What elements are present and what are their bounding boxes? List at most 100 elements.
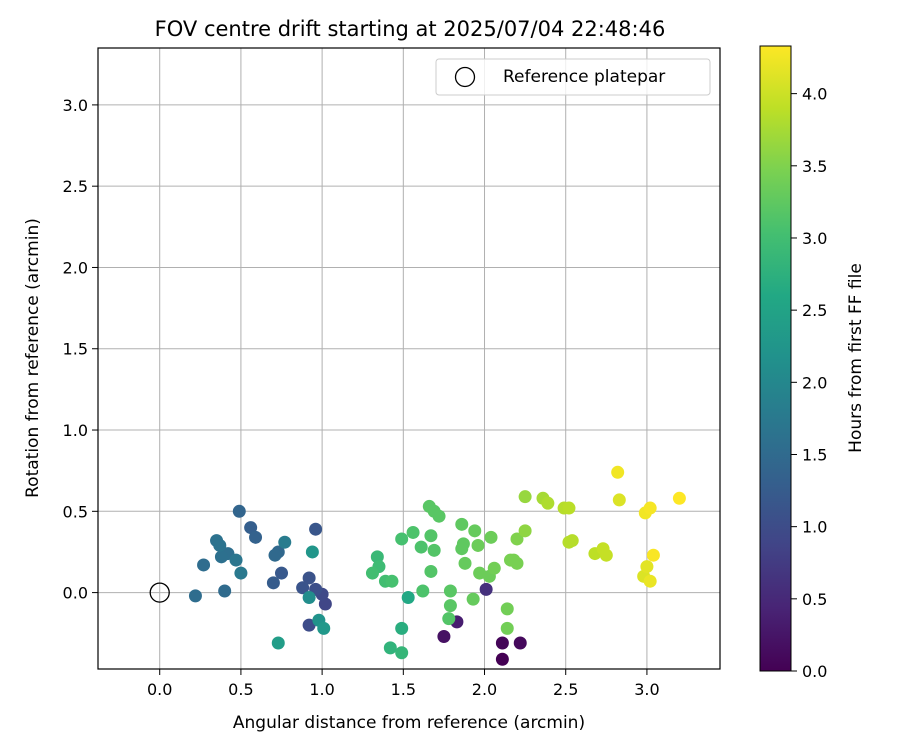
- scatter-point: [565, 534, 579, 548]
- y-axis-ticks: 0.0 0.5 1.0 1.5 2.0 2.5 3.0: [63, 96, 98, 603]
- scatter-point: [318, 597, 332, 611]
- x-tick-label: 0.5: [228, 680, 253, 699]
- scatter-point: [268, 548, 282, 562]
- colorbar-label: Hours from first FF file: [846, 263, 866, 453]
- chart-title: FOV centre drift starting at 2025/07/04 …: [155, 17, 666, 41]
- scatter-point: [599, 548, 613, 562]
- scatter-point: [401, 590, 415, 604]
- colorbar-ticks: 0.0 0.5 1.0 1.5 2.0 2.5 3.0 3.5 4.0: [791, 85, 827, 681]
- scatter-point: [427, 543, 441, 557]
- scatter-point: [487, 561, 501, 575]
- scatter-point: [302, 571, 316, 585]
- scatter-point: [229, 553, 243, 567]
- scatter-point: [518, 524, 532, 538]
- scatter-point: [317, 621, 331, 635]
- scatter-point: [495, 636, 509, 650]
- scatter-point: [249, 530, 263, 544]
- scatter-point: [414, 540, 428, 554]
- scatter-point: [611, 465, 625, 479]
- colorbar-tick-label: 4.0: [802, 85, 827, 104]
- x-tick-label: 2.5: [553, 680, 578, 699]
- scatter-point: [510, 532, 524, 546]
- x-tick-label: 1.0: [309, 680, 334, 699]
- scatter-point: [455, 517, 469, 531]
- scatter-point: [424, 564, 438, 578]
- scatter-point: [416, 584, 430, 598]
- legend-entry-label: Reference platepar: [503, 67, 665, 87]
- plot-frame: [97, 47, 721, 670]
- y-tick-label: 0.5: [63, 502, 88, 521]
- scatter-point: [640, 560, 654, 574]
- colorbar-tick-label: 0.5: [802, 590, 827, 609]
- y-axis-label: Rotation from reference (arcmin): [23, 218, 43, 498]
- scatter-point: [188, 589, 202, 603]
- scatter-point: [424, 529, 438, 543]
- scatter-point: [468, 524, 482, 538]
- scatter-point: [495, 652, 509, 666]
- reference-marker-layer: [149, 582, 170, 603]
- scatter-point: [266, 576, 280, 590]
- scatter-point: [443, 584, 457, 598]
- scatter-point: [305, 545, 319, 559]
- scatter-point: [432, 509, 446, 523]
- scatter-point: [562, 501, 576, 515]
- colorbar: [759, 45, 792, 672]
- scatter-point: [510, 556, 524, 570]
- scatter-point: [244, 521, 258, 535]
- scatter-point: [302, 618, 316, 632]
- legend-reference-marker-icon: [454, 66, 476, 88]
- scatter-point: [232, 504, 246, 518]
- scatter-point: [518, 490, 532, 504]
- x-tick-label: 3.0: [634, 680, 659, 699]
- x-axis-label: Angular distance from reference (arcmin): [233, 713, 585, 733]
- scatter-point: [395, 532, 409, 546]
- scatter-point: [455, 542, 469, 556]
- scatter-point: [643, 501, 657, 515]
- y-tick-label: 2.5: [63, 177, 88, 196]
- y-tick-label: 1.0: [63, 421, 88, 440]
- scatter-point: [484, 530, 498, 544]
- scatter-point: [443, 599, 457, 613]
- y-tick-label: 1.5: [63, 340, 88, 359]
- scatter-point: [541, 496, 555, 510]
- scatter-point: [271, 636, 285, 650]
- x-tick-label: 2.0: [472, 680, 497, 699]
- scatter-point: [275, 566, 289, 580]
- scatter-point: [278, 535, 292, 549]
- scatter-point: [197, 558, 211, 572]
- colorbar-tick-label: 1.0: [802, 518, 827, 537]
- colorbar-tick-label: 3.0: [802, 229, 827, 248]
- legend-box: [435, 58, 711, 96]
- scatter-point: [479, 582, 493, 596]
- x-tick-label: 1.5: [391, 680, 416, 699]
- scatter-point: [466, 592, 480, 606]
- grid: [98, 48, 720, 669]
- scatter-point: [234, 566, 248, 580]
- reference-platepar-marker: [149, 582, 170, 603]
- scatter-point: [385, 574, 399, 588]
- colorbar-tick-label: 0.0: [802, 662, 827, 681]
- scatter-point: [296, 581, 310, 595]
- y-tick-label: 0.0: [63, 584, 88, 603]
- scatter-point: [302, 590, 316, 604]
- scatter-point: [612, 493, 626, 507]
- scatter-point: [383, 641, 397, 655]
- colorbar-tick-label: 3.5: [802, 157, 827, 176]
- scatter-point: [365, 566, 379, 580]
- scatter-point: [218, 584, 232, 598]
- scatter-point: [442, 612, 456, 626]
- scatter-point: [500, 602, 514, 616]
- colorbar-tick-label: 2.0: [802, 373, 827, 392]
- scatter-point: [646, 548, 660, 562]
- scatter-point: [458, 556, 472, 570]
- scatter-point: [395, 646, 409, 660]
- colorbar-tick-label: 1.5: [802, 445, 827, 464]
- colorbar-tick-label: 2.5: [802, 301, 827, 320]
- scatter-point: [672, 491, 686, 505]
- y-tick-label: 2.0: [63, 258, 88, 277]
- scatter-point: [309, 522, 323, 536]
- x-tick-label: 0.0: [147, 680, 172, 699]
- x-axis-ticks: 0.0 0.5 1.0 1.5 2.0 2.5 3.0: [147, 669, 660, 699]
- legend: Reference platepar: [435, 58, 711, 96]
